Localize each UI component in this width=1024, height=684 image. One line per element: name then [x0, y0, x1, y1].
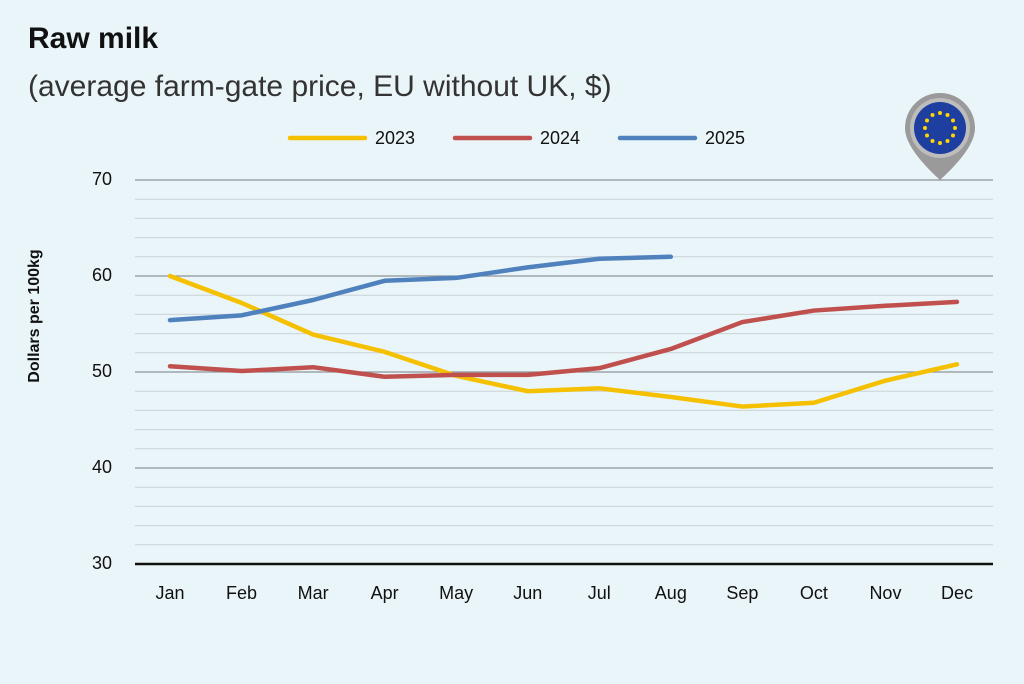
x-tick-label: Oct	[800, 583, 828, 603]
legend-label: 2024	[540, 128, 580, 148]
x-tick-label: May	[439, 583, 473, 603]
chart-title: Raw milk	[28, 22, 158, 55]
eu-pin	[905, 93, 975, 180]
chart-subtitle: (average farm-gate price, EU without UK,…	[28, 70, 612, 103]
x-tick-label: Jan	[155, 583, 184, 603]
x-tick-label: Nov	[869, 583, 901, 603]
x-tick-label: Jul	[588, 583, 611, 603]
legend-label: 2025	[705, 128, 745, 148]
x-tick-label: Dec	[941, 583, 973, 603]
x-tick-label: Feb	[226, 583, 257, 603]
y-tick-label: 30	[92, 553, 112, 573]
legend-label: 2023	[375, 128, 415, 148]
y-axis-label: Dollars per 100kg	[26, 249, 43, 382]
x-tick-label: Sep	[726, 583, 758, 603]
y-tick-label: 40	[92, 457, 112, 477]
x-tick-label: Aug	[655, 583, 687, 603]
line-2024	[167, 299, 960, 380]
x-tick-label: Mar	[298, 583, 329, 603]
y-tick-label: 70	[92, 169, 112, 189]
line-2023	[167, 273, 960, 409]
y-tick-label: 50	[92, 361, 112, 381]
x-tick-label: Jun	[513, 583, 542, 603]
line-2025	[167, 254, 674, 323]
x-tick-label: Apr	[371, 583, 399, 603]
y-tick-label: 60	[92, 265, 112, 285]
